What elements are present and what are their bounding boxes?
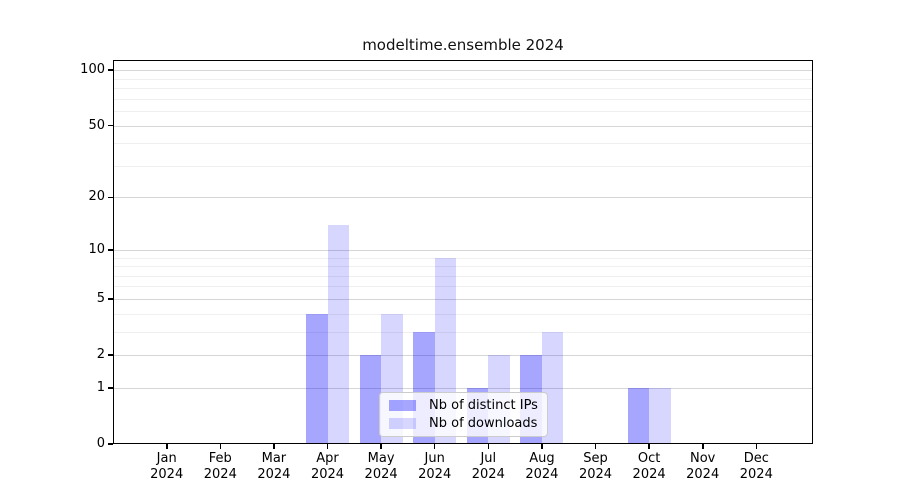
x-tick-label-year: 2024 (525, 467, 559, 482)
legend-swatch (389, 418, 416, 429)
bar-nb-of-downloads-oct (649, 387, 671, 444)
gridline-major (113, 197, 813, 199)
y-tick (108, 354, 113, 356)
x-tick-label: Nov 2024 (671, 451, 735, 483)
x-tick-label: Jun 2024 (403, 451, 467, 483)
x-tick-label-year: 2024 (150, 467, 184, 482)
y-tick-label: 0 (96, 436, 105, 451)
x-tick (594, 444, 597, 449)
bar-nb-of-distinct-ips-may (359, 355, 382, 444)
x-tick (273, 444, 275, 449)
x-tick-label: Oct 2024 (617, 451, 681, 483)
gridline-minor (113, 331, 813, 333)
x-tick-label: Mar 2024 (242, 451, 306, 483)
x-tick (380, 444, 382, 449)
x-tick-label-year: 2024 (418, 467, 452, 482)
gridline-minor (113, 88, 813, 89)
legend-item-nb-of-distinct-ips: Nb of distinct IPs (389, 398, 538, 413)
gridline-minor (113, 143, 813, 145)
x-tick-label-month: Jan (156, 451, 177, 466)
bar-nb-of-downloads-apr (327, 224, 349, 444)
gridline-major (113, 387, 813, 389)
legend-label: Nb of downloads (429, 416, 538, 431)
plot-area: Nb of distinct IPs Nb of downloads 0 1 2 5 10… (80, 60, 813, 482)
x-tick-label: Sep 2024 (564, 451, 628, 483)
bar-nb-of-distinct-ips-apr (306, 313, 328, 444)
x-tick (487, 444, 490, 449)
x-tick-label-year: 2024 (471, 467, 505, 482)
x-tick-label-year: 2024 (739, 467, 773, 482)
y-tick (108, 443, 113, 445)
y-tick-label: 20 (88, 189, 105, 205)
x-tick (755, 444, 758, 449)
x-tick-label-month: Apr (316, 451, 339, 466)
gridline-minor (113, 266, 813, 267)
y-tick (108, 196, 113, 199)
x-tick-label-month: May (367, 451, 395, 466)
x-tick-label-year: 2024 (257, 467, 291, 482)
x-tick-label-year: 2024 (310, 467, 345, 482)
gridline-minor (113, 286, 813, 288)
y-tick (108, 69, 113, 71)
y-tick-label: 1 (96, 379, 105, 395)
x-tick-label-month: Aug (529, 451, 555, 466)
gridline-minor (113, 111, 813, 112)
y-tick-label: 5 (96, 290, 105, 306)
gridline-minor (113, 78, 813, 80)
legend: Nb of distinct IPs Nb of downloads (379, 392, 548, 437)
x-tick-label: Feb 2024 (188, 451, 252, 483)
x-tick-label: Jul 2024 (456, 451, 520, 483)
y-tick-label: 10 (88, 241, 105, 257)
y-tick (108, 249, 113, 251)
x-tick-label-year: 2024 (632, 467, 666, 482)
gridline-major (113, 125, 813, 127)
gridline-minor (113, 257, 813, 259)
x-tick-label-month: Mar (261, 451, 287, 466)
x-tick (166, 444, 168, 449)
legend-swatch (389, 400, 416, 411)
x-tick-label-month: Nov (690, 451, 716, 466)
x-tick-label: Jan 2024 (135, 451, 199, 483)
x-tick-label: Apr 2024 (296, 451, 360, 483)
gridline-minor (113, 98, 813, 100)
gridline-minor (113, 275, 813, 277)
x-tick (326, 444, 329, 449)
x-tick (702, 444, 704, 449)
y-tick (108, 298, 113, 300)
gridline-major (113, 298, 813, 300)
gridline-minor (113, 313, 813, 315)
x-tick-label-month: Dec (743, 451, 769, 466)
y-tick (108, 387, 113, 389)
x-tick-label-month: Jun (424, 451, 445, 466)
x-tick-label-month: Feb (208, 451, 232, 466)
x-tick (648, 444, 650, 449)
x-tick-label-month: Sep (583, 451, 608, 466)
legend-item-nb-of-downloads: Nb of downloads (389, 416, 538, 431)
gridline-major (113, 70, 813, 72)
x-tick-label-year: 2024 (686, 467, 720, 482)
gridline-major (113, 355, 813, 356)
y-tick (108, 124, 113, 127)
legend-label: Nb of distinct IPs (429, 398, 538, 413)
x-tick-label-year: 2024 (364, 467, 398, 482)
y-tick-label: 50 (88, 117, 105, 133)
y-tick-label: 100 (80, 62, 105, 78)
x-tick-label: May 2024 (349, 451, 413, 483)
axes-frame (113, 60, 813, 444)
gridline-minor (113, 165, 813, 167)
gridline-major (113, 249, 813, 251)
x-tick-label-year: 2024 (203, 467, 237, 482)
bar-nb-of-distinct-ips-oct (627, 387, 650, 444)
chart-title: modeltime.ensemble 2024 (362, 36, 564, 54)
x-tick-label: Aug 2024 (510, 451, 574, 483)
x-tick-label: Dec 2024 (724, 451, 788, 483)
y-tick-label: 2 (96, 347, 105, 362)
x-tick (433, 444, 436, 449)
x-tick-label-month: Oct (637, 451, 661, 466)
x-tick (219, 444, 222, 449)
x-tick (541, 444, 543, 449)
x-tick-label-year: 2024 (578, 467, 613, 482)
x-tick-label-month: Jul (480, 451, 497, 466)
